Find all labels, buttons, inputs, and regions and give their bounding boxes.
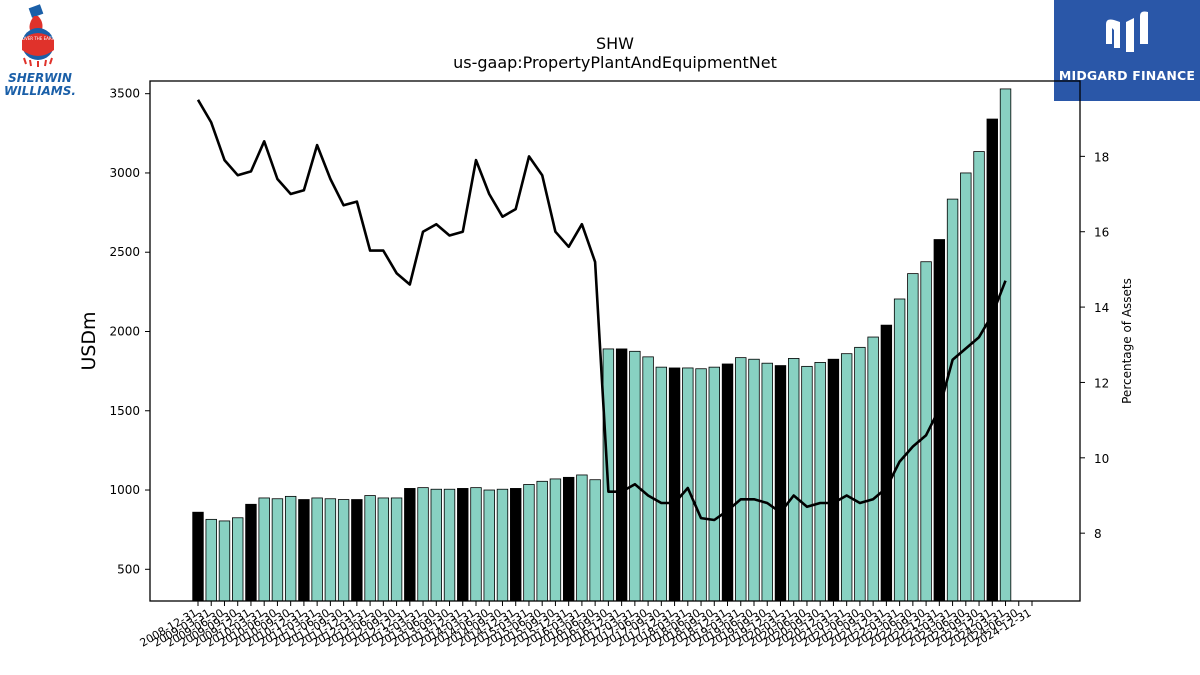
y2-axis-label: Percentage of Assets	[1120, 278, 1134, 404]
y-tick-label: 3500	[109, 87, 140, 101]
y2-tick-label: 14	[1094, 301, 1109, 315]
y2-tick-label: 18	[1094, 150, 1109, 164]
bar-2015-06-30	[536, 480, 548, 602]
bar-2012-06-30	[377, 497, 390, 602]
y-tick-label: 3000	[109, 166, 140, 180]
bar-2019-09-30	[761, 362, 773, 602]
plot-frame	[149, 80, 1081, 602]
y2-tick-label: 10	[1094, 452, 1109, 466]
x-axis-ticks: 2008-12-312009-03-312009-06-302009-09-30…	[138, 601, 1034, 650]
bar-2010-09-30	[284, 495, 297, 602]
y-tick-label: 1500	[109, 404, 140, 418]
bar-2012-09-30	[390, 497, 403, 602]
bar-2015-03-31	[523, 484, 535, 602]
bar-2014-09-30	[496, 488, 509, 602]
bar-2021-12-31	[880, 324, 893, 602]
bar-2009-12-31	[245, 503, 257, 602]
bar-2016-12-31	[615, 348, 628, 602]
bar-series	[192, 88, 1012, 602]
bar-2016-03-31	[576, 474, 588, 602]
bar-2010-06-30	[271, 498, 284, 602]
bar-2022-06-30	[907, 273, 919, 602]
bar-2023-06-30	[960, 172, 972, 602]
y-tick-label: 1000	[109, 483, 140, 497]
bar-2009-06-30	[218, 520, 231, 602]
bar-2021-09-30	[867, 336, 879, 602]
y2-axis-ticks: 8 10 12 14 16 18	[1080, 150, 1109, 541]
logo-brand-line2: WILLIAMS.	[4, 84, 76, 98]
chart-subtitle: us-gaap:PropertyPlantAndEquipmentNet	[453, 53, 777, 72]
midgard-finance-logo: MIDGARD FINANCE	[1054, 0, 1200, 101]
y-tick-label: 500	[117, 562, 140, 576]
bar-2013-12-31	[457, 488, 469, 602]
y2-tick-label: 12	[1094, 376, 1109, 390]
logo-brand-line1: SHERWIN	[8, 71, 72, 85]
bar-2014-03-31	[470, 487, 482, 602]
bar-2018-03-31	[682, 367, 694, 602]
bar-2017-03-31	[629, 350, 641, 602]
bar-2011-06-30	[324, 498, 337, 602]
bar-2013-06-30	[430, 488, 442, 602]
bar-2019-06-30	[748, 358, 760, 602]
bar-2015-12-31	[562, 476, 575, 602]
bar-2023-03-31	[946, 198, 959, 602]
bar-2019-03-31	[735, 357, 747, 602]
bar-2022-09-30	[920, 261, 932, 602]
y-tick-label: 2000	[109, 324, 140, 338]
bar-2011-03-31	[311, 497, 323, 602]
bar-2021-03-31	[840, 353, 853, 602]
line-series	[196, 99, 1007, 522]
bar-2014-06-30	[483, 489, 495, 602]
sherwin-williams-logo: COVER THE EARTH SHERWIN WILLIAMS.	[4, 4, 76, 98]
bar-2011-09-30	[337, 499, 350, 602]
bar-2024-03-31	[999, 88, 1012, 602]
bar-2013-03-31	[417, 487, 429, 602]
bar-2019-12-31	[774, 365, 787, 602]
y-tick-label: 2500	[109, 245, 140, 259]
bar-2017-06-30	[642, 356, 654, 602]
bar-2020-03-31	[788, 358, 800, 602]
y-axis-ticks: 500 1000 1500 2000 2500 3000 3500	[109, 87, 150, 576]
bar-2021-06-30	[854, 346, 866, 602]
bar-2022-12-31	[933, 239, 946, 602]
bar-2017-12-31	[668, 367, 681, 602]
bar-2016-06-30	[589, 479, 601, 602]
y2-tick-label: 8	[1094, 527, 1102, 541]
bar-2023-09-30	[973, 151, 985, 602]
bar-2020-06-30	[801, 365, 813, 602]
bar-2017-09-30	[655, 366, 668, 602]
bar-2010-12-31	[298, 499, 310, 602]
bar-2009-03-31	[205, 518, 217, 602]
chart-title: SHW	[596, 34, 634, 53]
logo-globe-text: COVER THE EARTH	[19, 36, 57, 41]
bar-2013-09-30	[443, 488, 456, 602]
y-axis-label: USDm	[78, 311, 100, 370]
bar-2009-09-30	[232, 517, 244, 602]
bar-2015-09-30	[549, 478, 562, 602]
bar-2020-12-31	[827, 358, 840, 602]
bar-2011-12-31	[351, 499, 363, 602]
bar-2018-06-30	[695, 368, 707, 602]
bar-2008-12-31	[192, 511, 204, 602]
y2-tick-label: 16	[1094, 226, 1109, 240]
percent-of-assets-line	[196, 99, 1007, 522]
bar-2018-09-30	[708, 366, 720, 602]
bar-2014-12-31	[510, 488, 522, 602]
bar-2010-03-31	[258, 497, 270, 602]
bar-2012-12-31	[404, 488, 416, 602]
bar-2020-09-30	[814, 362, 826, 602]
bar-2022-03-31	[893, 298, 906, 602]
bar-2023-12-31	[986, 118, 998, 602]
bar-2012-03-31	[364, 495, 376, 602]
midgard-brand-text: MIDGARD FINANCE	[1058, 68, 1196, 83]
midgard-mark-icon	[1106, 11, 1148, 52]
bar-2018-12-31	[721, 363, 734, 602]
